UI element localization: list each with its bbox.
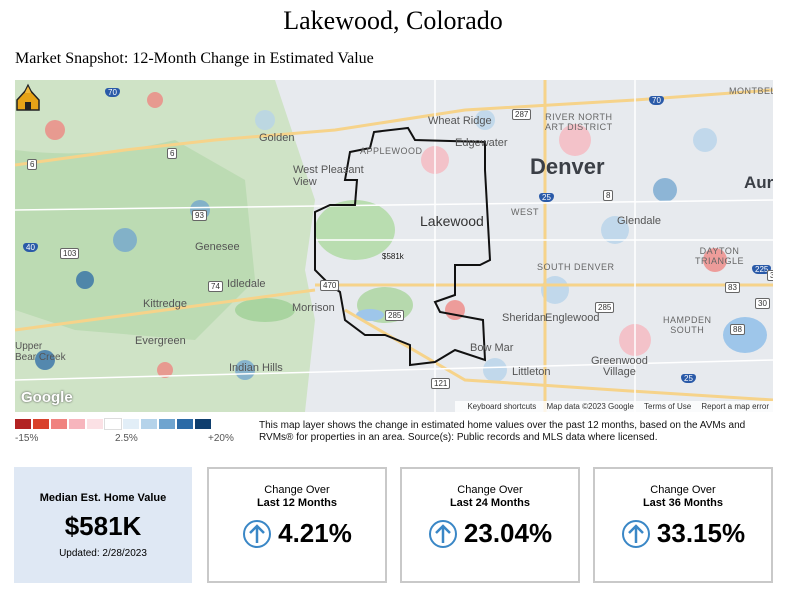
map-canvas	[15, 80, 773, 412]
change-card-heading: Change Over	[457, 484, 523, 496]
highway-shield: 6	[167, 148, 178, 159]
change-card-heading: Change Over	[264, 484, 330, 496]
highway-shield: 285	[385, 310, 405, 321]
updated-date: Updated: 2/28/2023	[59, 548, 147, 559]
google-logo: Google	[21, 389, 73, 406]
change-card-36-months: Change Over Last 36 Months 33.15%	[593, 467, 773, 583]
highway-shield: 391	[767, 270, 773, 281]
map-label-kittredge: Kittredge	[143, 298, 188, 310]
map-label-golden: Golden	[259, 132, 295, 144]
arrow-up-icon	[428, 519, 457, 548]
legend-swatch	[104, 418, 122, 430]
highway-shield: 470	[320, 280, 340, 291]
map-view[interactable]: Denver Lakewood Golden Wheat Ridge Edgew…	[15, 80, 773, 412]
lakewood-boundary	[314, 126, 492, 367]
legend-swatch	[33, 419, 49, 429]
highway-shield: 70	[105, 88, 120, 97]
legend-min-label: -15%	[15, 433, 39, 444]
map-description: This map layer shows the change in estim…	[259, 420, 746, 443]
map-label-englewood: Englewood	[545, 312, 600, 324]
legend-swatch	[141, 419, 157, 429]
arrow-up-icon	[621, 519, 650, 548]
map-label-applewood: APPLEWOOD	[360, 146, 423, 156]
legend-swatches	[15, 418, 245, 430]
map-label-denver: Denver	[530, 154, 605, 179]
map-data-text: Map data ©2023 Google	[546, 402, 634, 411]
map-label-west-pleasant-view: West Pleasant View	[293, 164, 364, 188]
change-card-period: Last 24 Months	[449, 497, 531, 509]
page-subtitle: Market Snapshot: 12-Month Change in Esti…	[15, 50, 374, 67]
highway-shield: 6	[27, 159, 38, 170]
page-title: Lakewood, Colorado	[283, 6, 503, 35]
map-label-hampden-south: HAMPDEN SOUTH	[663, 315, 712, 335]
highway-shield: 74	[208, 281, 223, 292]
map-label-lakewood: Lakewood	[420, 213, 484, 229]
keyboard-shortcuts-link[interactable]: Keyboard shortcuts	[467, 402, 537, 411]
change-value: 4.21%	[278, 518, 352, 548]
map-label-dayton-triangle: DAYTON TRIANGLE	[695, 246, 745, 266]
map-label-south-denver: SOUTH DENVER	[537, 262, 615, 272]
map-label-river-north: RIVER NORTH ART DISTRICT	[545, 112, 613, 132]
highway-shield: 40	[23, 243, 38, 252]
change-card-heading: Change Over	[650, 484, 716, 496]
highway-shield: 121	[431, 378, 451, 389]
highway-shield: 287	[512, 109, 532, 120]
map-attribution: Keyboard shortcuts Map data ©2023 Google…	[455, 401, 773, 412]
highway-shield: 25	[539, 193, 554, 202]
map-label-wheat-ridge: Wheat Ridge	[428, 115, 492, 127]
legend-swatch	[69, 419, 85, 429]
change-card-period: Last 36 Months	[642, 497, 724, 509]
legend-mid-label: 2.5%	[115, 433, 138, 444]
change-card-24-months: Change Over Last 24 Months 23.04%	[400, 467, 580, 583]
map-label-greenwood-village: Greenwood Village	[591, 355, 648, 378]
color-legend: -15% 2.5% +20%	[15, 418, 245, 447]
home-marker-value: $581k	[382, 252, 404, 261]
legend-swatch	[87, 419, 103, 429]
map-label-upper-bear-creek: Upper Bear Creek	[15, 341, 66, 363]
map-label-sheridan: Sheridan	[502, 312, 547, 324]
highway-shield: 103	[60, 248, 80, 259]
map-label-genesee: Genesee	[195, 241, 240, 253]
map-label-montbello: MONTBELL	[729, 86, 773, 96]
map-label-littleton: Littleton	[512, 366, 551, 378]
legend-swatch	[177, 419, 193, 429]
legend-max-label: +20%	[208, 433, 234, 444]
highway-shield: 25	[681, 374, 696, 383]
median-value-label: Median Est. Home Value	[39, 492, 167, 504]
arrow-up-icon	[243, 519, 272, 548]
highway-shield: 93	[192, 210, 207, 221]
median-value: $581K	[64, 511, 142, 541]
map-label-evergreen: Evergreen	[135, 335, 186, 347]
change-value: 33.15%	[656, 518, 746, 548]
change-value: 23.04%	[463, 518, 553, 548]
map-label-edgewater: Edgewater	[455, 137, 508, 149]
map-label-west: WEST	[511, 207, 539, 217]
legend-swatch	[195, 419, 211, 429]
highway-shield: 88	[730, 324, 745, 335]
terms-of-use-link[interactable]: Terms of Use	[644, 402, 692, 411]
map-label-idledale: Idledale	[227, 278, 266, 290]
map-label-indian-hills: Indian Hills	[229, 362, 283, 374]
highway-shield: 30	[755, 298, 770, 309]
highway-shield: 285	[595, 302, 615, 313]
map-label-morrison: Morrison	[292, 302, 335, 314]
highway-shield: 83	[725, 282, 740, 293]
median-value-card: Median Est. Home Value $581K Updated: 2/…	[14, 467, 192, 583]
map-label-bow-mar: Bow Mar	[470, 342, 514, 354]
legend-swatch	[15, 419, 31, 429]
legend-swatch	[51, 419, 67, 429]
highway-shield: 225	[752, 265, 772, 274]
change-card-period: Last 12 Months	[256, 497, 338, 509]
report-map-error-link[interactable]: Report a map error	[701, 402, 769, 411]
map-label-glendale: Glendale	[617, 215, 662, 227]
highway-shield: 8	[603, 190, 614, 201]
legend-swatch	[123, 419, 139, 429]
map-label-aurora: Auro	[744, 173, 773, 192]
change-card-12-months: Change Over Last 12 Months 4.21%	[207, 467, 387, 583]
highway-shield: 70	[649, 96, 664, 105]
legend-swatch	[159, 419, 175, 429]
home-marker-icon[interactable]	[15, 80, 41, 114]
